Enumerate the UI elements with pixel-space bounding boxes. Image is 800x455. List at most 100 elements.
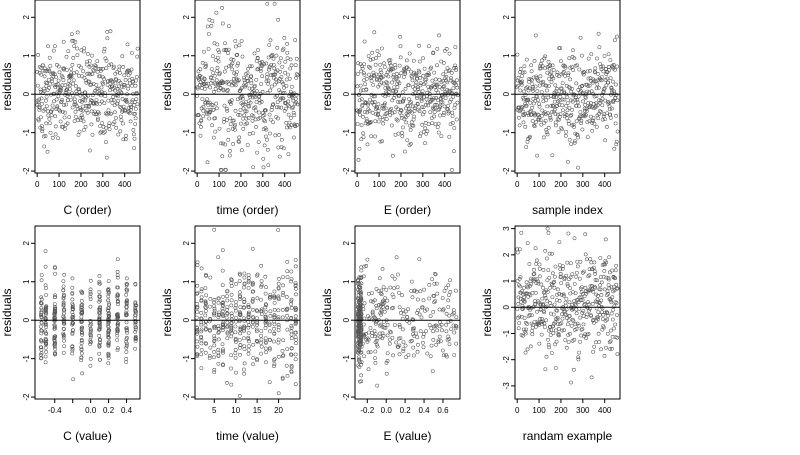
data-point [272, 66, 277, 71]
data-point [276, 322, 281, 327]
data-point [259, 279, 264, 283]
data-point [281, 146, 286, 151]
data-point [293, 264, 298, 269]
data-point [61, 78, 66, 82]
data-point [195, 331, 200, 336]
data-point [289, 297, 294, 302]
data-point [36, 53, 40, 57]
data-point [542, 56, 547, 61]
data-point [113, 71, 118, 76]
data-point [540, 82, 545, 87]
data-point [613, 276, 617, 281]
data-point [530, 119, 535, 123]
data-point [266, 163, 271, 167]
data-point [451, 94, 456, 99]
data-point [39, 273, 44, 277]
data-point [95, 59, 100, 63]
data-point [245, 121, 249, 126]
data-point [399, 71, 404, 75]
data-point [447, 134, 452, 139]
data-point [426, 103, 430, 108]
data-point [532, 59, 537, 63]
data-point [234, 308, 238, 313]
data-point [453, 45, 458, 49]
data-point [362, 333, 367, 337]
data-point [43, 321, 48, 326]
data-point [199, 266, 204, 271]
data-point [598, 313, 602, 317]
data-point [111, 98, 116, 102]
data-point [401, 98, 406, 103]
data-point [398, 34, 402, 39]
data-point [289, 352, 293, 357]
data-point [607, 286, 612, 291]
data-point [42, 89, 47, 93]
data-point [70, 91, 74, 96]
data-point [242, 102, 247, 107]
data-point [558, 94, 563, 99]
data-point [199, 320, 204, 325]
data-point [234, 315, 238, 320]
data-point [72, 44, 77, 48]
data-point [520, 70, 525, 75]
data-point [432, 324, 436, 329]
x-tick-label: 400 [598, 406, 612, 415]
data-point [72, 119, 77, 123]
data-point [61, 295, 66, 300]
data-point [101, 82, 106, 86]
data-point [429, 65, 433, 70]
data-point [439, 134, 444, 138]
data-point [543, 296, 548, 300]
data-point [248, 64, 252, 69]
data-point [241, 106, 246, 111]
data-point [262, 62, 266, 66]
data-point [283, 70, 287, 75]
data-point [217, 72, 222, 77]
data-point [123, 137, 128, 142]
data-point [224, 65, 228, 70]
data-point [422, 129, 426, 134]
data-point [38, 87, 43, 92]
data-point [591, 118, 595, 123]
data-point [433, 102, 438, 107]
data-point [413, 106, 417, 110]
data-point [375, 49, 380, 53]
data-point [203, 341, 208, 345]
data-point [133, 322, 138, 327]
data-point [58, 119, 63, 124]
data-point [436, 121, 441, 126]
y-tick-label: 3 [502, 226, 511, 231]
data-point [533, 99, 538, 103]
data-point [529, 69, 534, 74]
data-point [602, 54, 607, 58]
x-axis-label: E (order) [384, 203, 431, 217]
data-point [234, 70, 239, 74]
data-point [59, 99, 64, 104]
data-point [563, 338, 568, 342]
data-point [47, 69, 52, 73]
data-point [424, 103, 428, 107]
plot-frame [514, 225, 621, 400]
data-point [530, 329, 534, 333]
data-point [567, 137, 572, 142]
data-point [199, 341, 204, 346]
data-point [433, 77, 438, 82]
data-point [539, 122, 544, 127]
data-point [270, 53, 275, 57]
data-point [368, 57, 373, 62]
data-point [374, 56, 379, 60]
data-point [286, 112, 291, 117]
data-point [97, 307, 101, 312]
data-point [293, 258, 298, 262]
data-point [196, 113, 201, 117]
data-point [106, 353, 111, 358]
data-point [89, 329, 93, 333]
data-point [441, 85, 446, 89]
data-point [584, 336, 588, 340]
data-point [284, 77, 289, 82]
data-point [605, 289, 610, 294]
data-point [117, 64, 122, 69]
data-point [410, 317, 415, 322]
y-tick-label: -2 [22, 393, 31, 401]
data-point [209, 24, 214, 28]
